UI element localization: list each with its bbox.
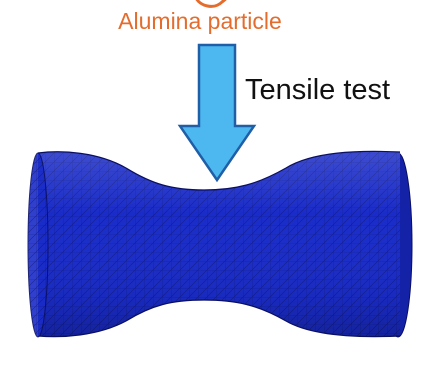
particle-outline-icon xyxy=(195,0,227,8)
tensile-test-label: Tensile test xyxy=(245,74,391,106)
down-arrow-icon xyxy=(177,43,257,183)
particle-label: Alumina particle xyxy=(118,8,282,34)
